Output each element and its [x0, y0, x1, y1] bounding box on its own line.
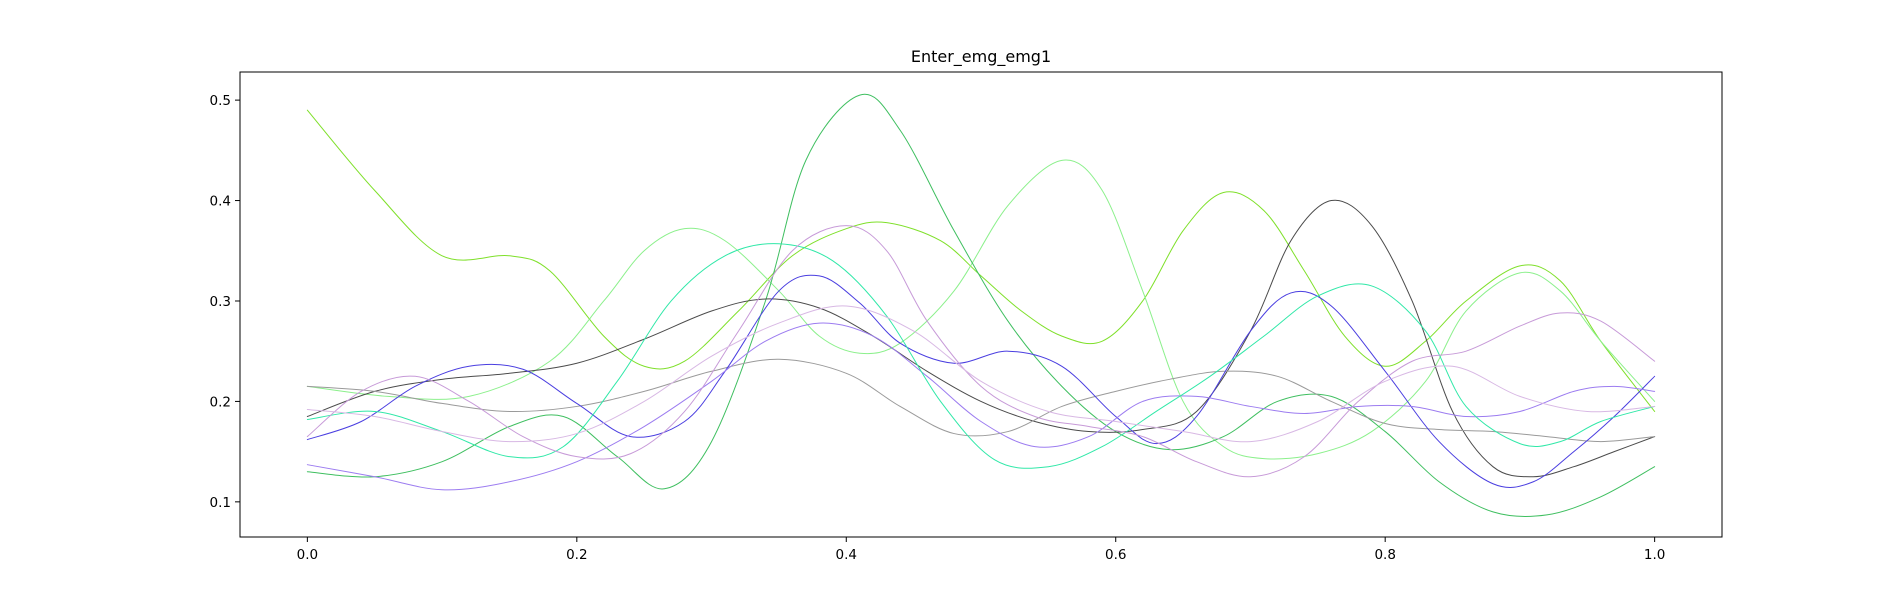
x-axis: 0.0 0.2 0.4 0.6 0.8 1.0	[297, 537, 1665, 563]
x-tick-label: 0.4	[836, 547, 857, 563]
series-line-5	[306, 358, 1656, 443]
plot-area-frame	[239, 71, 1723, 538]
y-tick-label: 0.2	[210, 394, 231, 410]
series-line-2	[306, 159, 1656, 460]
series-line-7	[306, 322, 1656, 491]
series-line-4	[306, 199, 1656, 478]
series-line-1	[306, 109, 1656, 412]
series-line-8	[306, 243, 1656, 469]
chart-title: Enter_emg_emg1	[911, 47, 1051, 67]
y-tick-label: 0.1	[210, 495, 231, 511]
series-line-6	[306, 274, 1656, 488]
series-line-10	[306, 305, 1656, 443]
x-tick-label: 1.0	[1644, 547, 1665, 563]
y-tick-label: 0.5	[210, 93, 231, 109]
x-tick-label: 0.6	[1105, 547, 1126, 563]
y-tick-label: 0.3	[210, 294, 231, 310]
x-tick-label: 0.8	[1374, 547, 1395, 563]
series-line-3	[306, 93, 1656, 518]
x-tick-label: 0.2	[566, 547, 587, 563]
series-layer	[306, 93, 1656, 518]
y-tick-label: 0.4	[210, 194, 231, 210]
x-tick-label: 0.0	[297, 547, 318, 563]
y-axis: 0.1 0.2 0.3 0.4 0.5	[210, 93, 240, 511]
